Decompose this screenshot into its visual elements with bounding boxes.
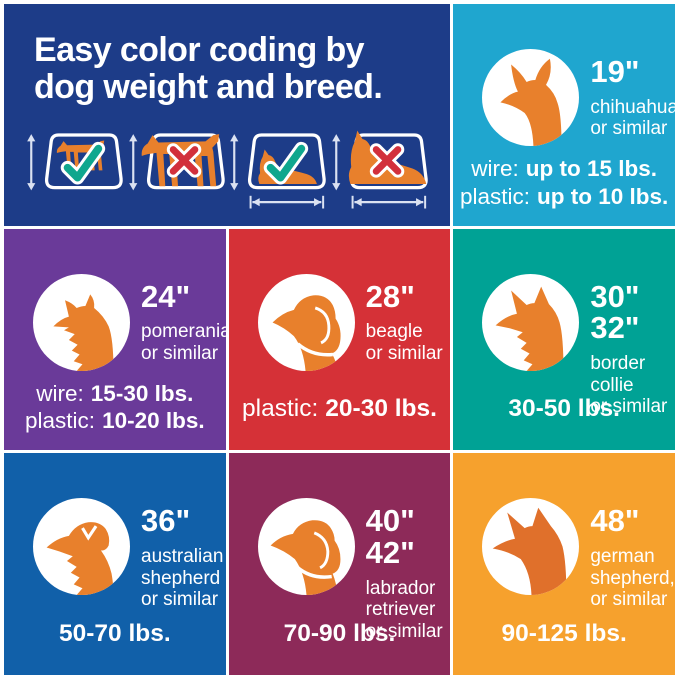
weight-value: 30-50 lbs.: [508, 395, 620, 423]
weight-guide: 90-125 lbs.: [453, 620, 675, 648]
size-block: 40" 42" labrador retriever or similar: [366, 498, 443, 642]
dog-circle: [257, 498, 355, 596]
size-block: 48" german shepherd, or similar: [590, 498, 675, 611]
breed-label: border collie or similar: [590, 352, 668, 418]
dog-circle: [33, 498, 130, 596]
crate-size-label: 28": [365, 278, 415, 314]
check-icon: [68, 149, 99, 178]
x-icon: [376, 150, 398, 172]
dog-circle: [482, 49, 580, 146]
weight-line: 70-90 lbs.: [229, 620, 451, 648]
crate-type-label: wire:: [36, 380, 84, 406]
breed-card-german-shepherd: 48" german shepherd, or similar 90-125 l…: [453, 453, 675, 675]
crate-size-label: 40" 42": [365, 503, 415, 570]
weight-value: 10-20 lbs.: [102, 408, 205, 434]
height-arrow-icon: [229, 133, 240, 192]
weight-value: 90-125 lbs.: [501, 620, 627, 647]
length-arrow-icon: [249, 195, 325, 211]
size-block: 30" 32" border collie or similar: [590, 274, 667, 418]
pomeranian-icon: [53, 294, 114, 371]
weight-line: plastic: 20-30 lbs.: [229, 395, 451, 423]
labrador-retriever-icon: [270, 520, 341, 596]
size-block: 36" australian shepherd or similar: [141, 498, 224, 611]
weight-value: 15-30 lbs.: [90, 380, 194, 406]
crate-type-label: plastic:: [242, 395, 319, 423]
breed-card-pomeranian: 24" pomeranian or similar wire:15-30 lbs…: [4, 228, 226, 451]
breed-label: labrador retriever or similar: [365, 577, 443, 642]
card-top: 36" australian shepherd or similar: [4, 453, 226, 611]
size-block: 24" pomeranian or similar: [141, 274, 226, 365]
breed-label: australian shepherd or similar: [141, 545, 224, 611]
breed-card-border-collie: 30" 32" border collie or similar 30-50 l…: [453, 228, 675, 451]
chihuahua-icon: [500, 58, 562, 146]
dog-circle: [482, 273, 580, 371]
weight-line: wire: 15-30 lbs.: [4, 380, 226, 408]
weight-line: wire: up to 15 lbs.: [453, 155, 675, 183]
card-top: 28" beagle or similar: [229, 229, 451, 371]
size-block: 28" beagle or similar: [366, 274, 443, 365]
weight-value: up to 15 lbs.: [525, 155, 658, 181]
crate-standing-dog-fits-icon: [26, 133, 123, 192]
german-shepherd-icon: [492, 508, 567, 596]
card-top: 48" german shepherd, or similar: [453, 453, 675, 611]
card-top: 30" 32" border collie or similar: [453, 229, 675, 418]
size-block: 19" chihuahua or similar: [590, 49, 675, 140]
border-collie-icon: [495, 286, 564, 371]
color-coding-grid: Easy color coding by dog weight and bree…: [4, 4, 675, 675]
x-icon: [173, 150, 195, 172]
weight-guide: 30-50 lbs.: [453, 395, 675, 423]
card-top: 24" pomeranian or similar: [4, 229, 226, 371]
height-arrow-icon: [26, 133, 37, 192]
weight-guide: 50-70 lbs.: [4, 620, 226, 648]
crate-size-label: 30" 32": [590, 278, 640, 346]
weight-value: 20-30 lbs.: [325, 395, 437, 423]
breed-card-beagle: 28" beagle or similar plastic: 20-30 lbs.: [228, 228, 451, 451]
crate-size-label: 36": [141, 503, 191, 539]
breed-card-labrador-retriever: 40" 42" labrador retriever or similar 70…: [228, 453, 451, 675]
breed-card-chihuahua: 19" chihuahua or similar wire: up to 15 l…: [453, 4, 675, 226]
crate-lying-dog-too-big-icon: [330, 131, 428, 211]
crate-type-label: plastic:: [460, 183, 531, 209]
height-arrow-icon: [330, 133, 342, 192]
weight-guide: wire: 15-30 lbs. plastic: 10-20 lbs.: [4, 380, 226, 436]
header-panel: Easy color coding by dog weight and bree…: [4, 4, 451, 226]
dog-circle: [257, 273, 355, 371]
page-title: Easy color coding by dog weight and bree…: [34, 31, 383, 106]
breed-label: beagle or similar: [365, 321, 443, 364]
australian-shepherd-icon: [46, 522, 114, 596]
crate-type-label: wire:: [471, 155, 519, 181]
height-arrow-icon: [127, 133, 139, 192]
crate-size-label: 24": [141, 278, 191, 314]
crate-size-label: 19": [590, 54, 640, 89]
weight-line: 30-50 lbs.: [453, 395, 675, 423]
breed-label: german shepherd, or similar: [590, 545, 675, 611]
weight-line: plastic: up to 10 lbs.: [453, 183, 675, 211]
weight-line: plastic: 10-20 lbs.: [4, 407, 226, 435]
weight-value: 70-90 lbs.: [283, 620, 396, 647]
crate-standing-dog-too-big-icon: [127, 133, 225, 192]
weight-line: 90-125 lbs.: [453, 620, 675, 648]
length-arrow-icon: [351, 195, 426, 211]
weight-guide: 70-90 lbs.: [229, 620, 451, 648]
weight-line: 50-70 lbs.: [4, 620, 226, 648]
crate-lying-dog-fits-icon: [229, 133, 326, 211]
breed-card-australian-shepherd: 36" australian shepherd or similar 50-70…: [4, 453, 226, 675]
crate-type-label: plastic:: [25, 408, 96, 434]
dog-circle: [482, 498, 580, 596]
card-top: 19" chihuahua or similar: [453, 4, 675, 146]
card-top: 40" 42" labrador retriever or similar: [229, 453, 451, 642]
crate-size-label: 48": [590, 503, 640, 539]
weight-value: 50-70 lbs.: [58, 620, 171, 647]
dog-circle: [33, 273, 130, 371]
breed-label: pomeranian or similar: [141, 321, 226, 364]
weight-guide: plastic: 20-30 lbs.: [229, 395, 451, 423]
beagle-icon: [272, 294, 341, 371]
weight-value: up to 10 lbs.: [537, 183, 669, 209]
sizing-legend: [24, 127, 430, 212]
weight-guide: wire: up to 15 lbs. plastic: up to 10 lbs.: [453, 155, 675, 211]
breed-label: chihuahua or similar: [590, 96, 675, 140]
